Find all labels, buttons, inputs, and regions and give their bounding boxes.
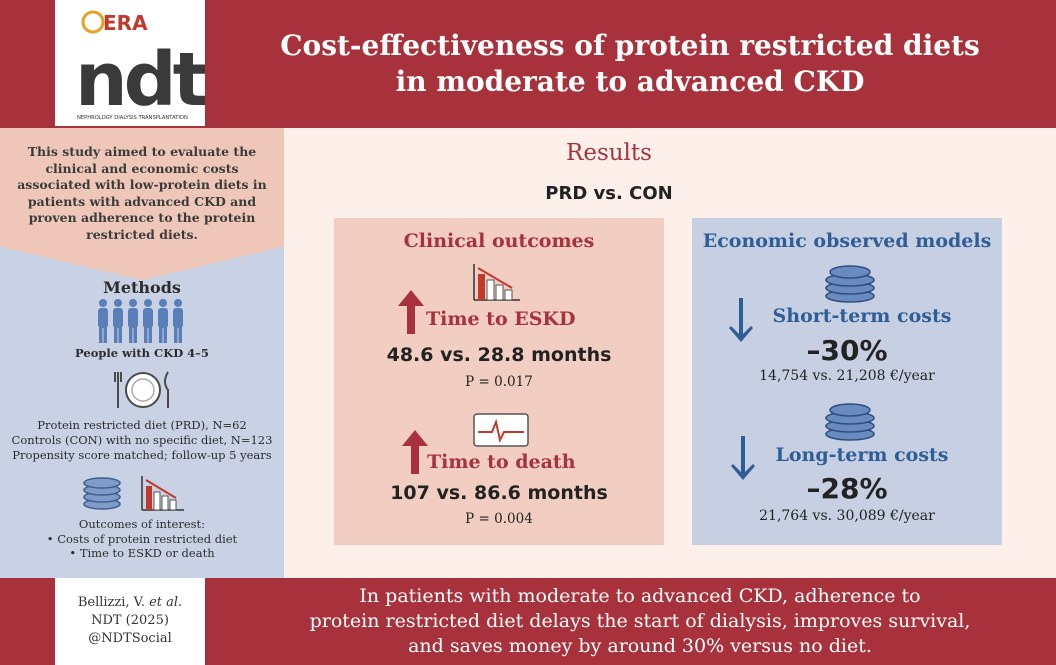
long-term-costs-label: Long-term costs: [775, 444, 949, 466]
conclusion-line: protein restricted diet delays the start…: [309, 610, 971, 632]
coins-icon: [825, 403, 875, 441]
logo-tagline: NEPHROLOGY DIALYSIS TRANSPLANTATION: [77, 115, 188, 121]
citation-etal: et al.: [149, 595, 183, 610]
short-term-percent: –30%: [806, 334, 888, 367]
diet-groups-text: Protein restricted diet (PRD), N=62 Cont…: [0, 418, 284, 463]
intro-line: associated with low-protein diets in: [17, 177, 267, 192]
time-to-eskd-label: Time to ESKD: [426, 308, 576, 330]
long-term-percent: –28%: [806, 472, 888, 505]
clinical-outcomes-heading: Clinical outcomes: [403, 230, 595, 252]
arrow-down-icon: [729, 298, 753, 342]
death-months-value: 107 vs. 86.6 months: [390, 482, 608, 504]
intro-line: proven adherence to the protein: [28, 210, 256, 225]
heart-monitor-icon: [473, 413, 529, 447]
clinical-outcomes-box: [334, 218, 664, 545]
study-aim-text: This study aimed to evaluate the clinica…: [14, 144, 270, 243]
conclusion-text: In patients with moderate to advanced CK…: [250, 584, 1030, 659]
citation-journal: NDT (2025): [91, 613, 169, 628]
outcomes-line: Outcomes of interest:: [78, 517, 206, 531]
diet-line: Propensity score matched; follow-up 5 ye…: [12, 448, 272, 462]
title-line-2: in moderate to advanced CKD: [395, 65, 865, 98]
declining-chart-icon: [141, 476, 184, 511]
results-heading: Results: [566, 140, 652, 166]
plate-cutlery-icon: [114, 371, 169, 408]
eskd-p-value: P = 0.017: [465, 374, 533, 390]
citation-box: Bellizzi, V. et al. NDT (2025) @NDTSocia…: [55, 578, 205, 665]
short-term-costs-label: Short-term costs: [772, 305, 952, 327]
page-title: Cost-effectiveness of protein restricted…: [260, 28, 1000, 100]
arrow-down-icon: [731, 436, 755, 480]
intro-line: clinical and economic costs: [45, 160, 239, 176]
death-p-value: P = 0.004: [465, 511, 533, 527]
coins-icon: [825, 265, 875, 303]
outcomes-line: • Costs of protein restricted diet: [46, 531, 238, 546]
arrow-up-icon: [402, 430, 428, 474]
outcomes-line: • Time to ESKD or death: [69, 546, 215, 560]
intro-line: restricted diets.: [86, 226, 198, 242]
era-logo-text: ERA: [103, 11, 148, 35]
intro-banner: [0, 128, 284, 280]
declining-chart-icon: [473, 264, 520, 301]
diet-line: Protein restricted diet (PRD), N=62: [37, 418, 247, 432]
conclusion-line: In patients with moderate to advanced CK…: [359, 585, 921, 607]
people-icon: [98, 299, 183, 343]
outcomes-text: Outcomes of interest: • Costs of protein…: [0, 517, 284, 561]
citation-author-line: Bellizzi, V. et al.: [55, 594, 205, 612]
intro-line: This study aimed to evaluate the: [27, 144, 257, 159]
ndt-logo-text: ndt: [75, 37, 205, 123]
eskd-months-value: 48.6 vs. 28.8 months: [386, 344, 612, 366]
ndt-logo: ERA ndt NEPHROLOGY DIALYSIS TRANSPLANTAT…: [55, 0, 211, 126]
economic-models-heading: Economic observed models: [702, 230, 992, 252]
short-term-costs-value: 14,754 vs. 21,208 €/year: [759, 368, 935, 384]
arrow-up-icon: [398, 290, 424, 334]
people-label: People with CKD 4–5: [75, 346, 209, 360]
title-line-1: Cost-effectiveness of protein restricted…: [280, 29, 980, 62]
citation-author: Bellizzi, V.: [77, 595, 145, 610]
diet-line: Controls (CON) with no specific diet, N=…: [11, 433, 273, 447]
long-term-costs-value: 21,764 vs. 30,089 €/year: [759, 508, 935, 524]
social-handle: @NDTSocial: [88, 631, 172, 646]
intro-line: patients with advanced CKD and: [27, 193, 257, 209]
time-to-death-label: Time to death: [427, 451, 576, 473]
conclusion-line: and saves money by around 30% versus no …: [408, 635, 872, 657]
coins-icon: [83, 477, 121, 510]
methods-heading: Methods: [103, 278, 181, 297]
comparison-label: PRD vs. CON: [545, 183, 673, 204]
